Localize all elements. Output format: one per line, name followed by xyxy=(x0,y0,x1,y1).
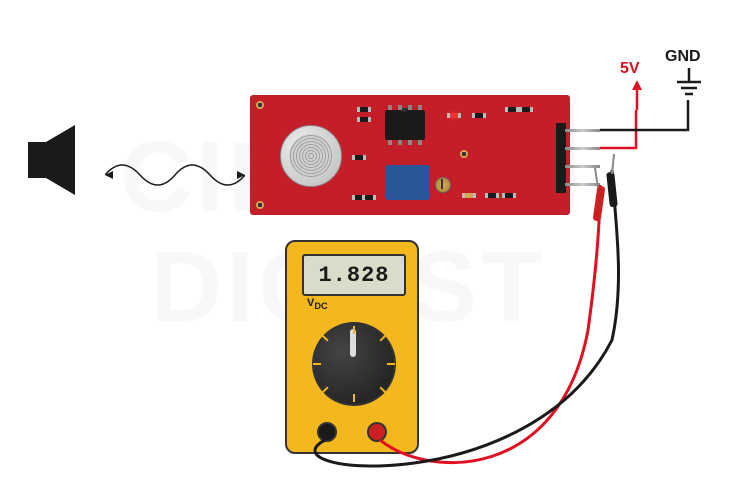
probe-tip-black xyxy=(604,154,620,178)
diagram-canvas: CIRCUIT DIGEST xyxy=(0,0,750,500)
probe-lead-black xyxy=(0,0,750,500)
